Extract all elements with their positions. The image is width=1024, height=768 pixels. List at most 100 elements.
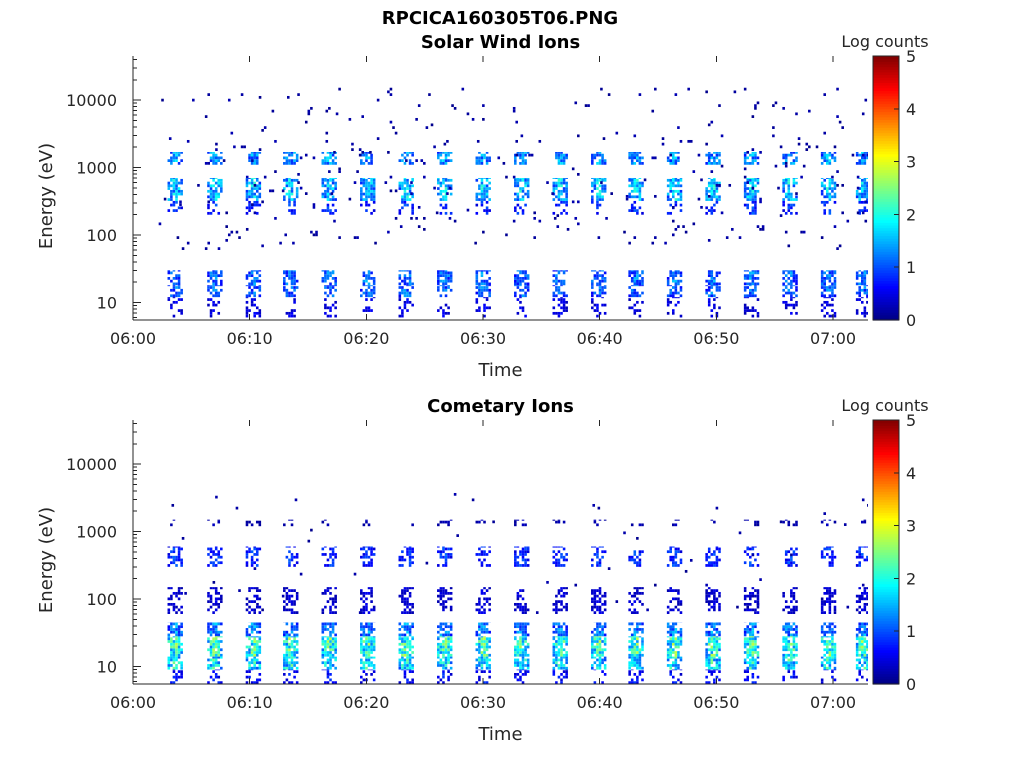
heatmap-cell (705, 589, 708, 592)
heatmap-cell (411, 645, 414, 649)
heatmap-cell (514, 658, 517, 662)
heatmap-cell (674, 270, 678, 272)
heatmap-cell (672, 156, 675, 160)
heatmap-cell (864, 98, 868, 102)
heatmap-cell (444, 282, 448, 286)
heatmap-cell (636, 564, 639, 567)
heatmap-cell (367, 203, 371, 207)
heatmap-cell (528, 153, 531, 157)
heatmap-cell (449, 628, 453, 631)
heatmap-cell (715, 153, 719, 157)
heatmap-cell (546, 181, 549, 184)
heatmap-cell (209, 192, 213, 196)
heatmap-cell (516, 298, 520, 301)
heatmap-cell (743, 189, 747, 193)
heatmap-cell (329, 597, 332, 601)
colorbar-segment (873, 304, 899, 308)
heatmap-cell (326, 658, 330, 662)
heatmap-cell (295, 286, 299, 289)
heatmap-cell (591, 198, 594, 201)
heatmap-cell (641, 587, 644, 590)
heatmap-cell (403, 661, 407, 665)
heatmap-cell (485, 279, 489, 283)
heatmap-cell (672, 159, 675, 162)
colorbar-segment (873, 254, 899, 258)
heatmap-cell (475, 277, 479, 280)
heatmap-cell (401, 625, 404, 629)
heatmap-cell (828, 178, 832, 182)
heatmap-cell (253, 587, 256, 590)
heatmap-cell (485, 658, 489, 662)
heatmap-cell (823, 200, 826, 204)
heatmap-cell (715, 664, 719, 667)
heatmap-cell (677, 297, 680, 299)
heatmap-cell (628, 661, 631, 665)
heatmap-cell (636, 648, 639, 652)
heatmap-cell (405, 159, 408, 162)
heatmap-cell (679, 178, 683, 182)
heatmap-cell (596, 277, 599, 280)
heatmap-cell (372, 670, 376, 673)
heatmap-cell (672, 177, 675, 179)
heatmap-cell (403, 633, 407, 637)
heatmap-cell (598, 285, 602, 287)
heatmap-cell (248, 550, 251, 554)
heatmap-cell (831, 309, 834, 312)
heatmap-cell (351, 142, 354, 146)
heatmap-cell (172, 670, 176, 673)
heatmap-cell (307, 112, 311, 116)
heatmap-cell (212, 553, 215, 556)
heatmap-cell (248, 271, 251, 275)
heatmap-cell (324, 669, 327, 671)
heatmap-cell (175, 611, 178, 614)
heatmap-cell (217, 184, 221, 188)
heatmap-cell (707, 564, 711, 567)
heatmap-cell (743, 274, 747, 278)
heatmap-cell (398, 642, 402, 646)
heatmap-cell (248, 547, 251, 551)
heatmap-cell (713, 625, 716, 629)
heatmap-cell (855, 189, 859, 193)
heatmap-cell (674, 198, 678, 201)
heatmap-cell (207, 181, 210, 185)
heatmap-cell (641, 622, 644, 626)
heatmap-cell (692, 222, 696, 226)
heatmap-cell (602, 137, 606, 140)
heatmap-cell (161, 98, 164, 102)
heatmap-cell (633, 134, 637, 138)
heatmap-cell (172, 602, 176, 606)
heatmap-cell (439, 645, 443, 649)
heatmap-cell (565, 184, 568, 188)
heatmap-cell (603, 591, 607, 595)
heatmap-cell (713, 303, 716, 307)
heatmap-cell (288, 314, 291, 318)
heatmap-cell (485, 200, 489, 204)
heatmap-cell (514, 291, 517, 295)
heatmap-cell (170, 664, 173, 667)
heatmap-cell (630, 279, 634, 283)
heatmap-cell (679, 274, 683, 278)
heatmap-cell (672, 564, 675, 567)
heatmap-cell (705, 625, 708, 629)
colorbar-segment (873, 132, 899, 136)
heatmap-cell (591, 300, 594, 304)
heatmap-cell (521, 564, 525, 567)
heatmap-cell (754, 104, 757, 107)
heatmap-cell (782, 294, 785, 298)
heatmap-cell (240, 93, 244, 96)
heatmap-cell (707, 282, 711, 286)
heatmap-cell (248, 192, 251, 196)
heatmap-cell (362, 274, 366, 278)
heatmap-cell (411, 636, 414, 638)
heatmap-cell (596, 198, 599, 201)
heatmap-cell (633, 630, 637, 634)
heatmap-cell (833, 151, 837, 154)
heatmap-cell (480, 651, 484, 654)
heatmap-cell (324, 184, 327, 188)
heatmap-cell (293, 675, 296, 679)
heatmap-cell (715, 564, 719, 567)
heatmap-cell (638, 294, 642, 298)
heatmap-cell (713, 658, 716, 662)
heatmap-cell (630, 189, 634, 193)
